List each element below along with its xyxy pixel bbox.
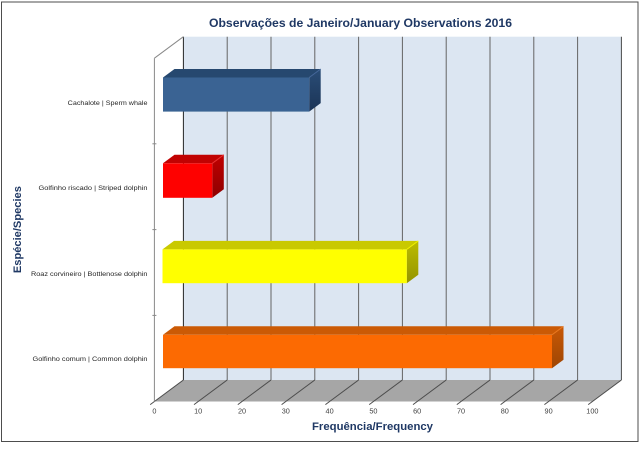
svg-text:Frequência/Frequency: Frequência/Frequency [312,421,434,433]
svg-text:Espécie/Species: Espécie/Species [12,186,24,273]
svg-text:80: 80 [501,407,509,416]
svg-text:30: 30 [282,407,290,416]
svg-text:60: 60 [413,407,421,416]
svg-text:Cachalote | Sperm whale: Cachalote | Sperm whale [68,100,148,107]
svg-text:40: 40 [326,407,334,416]
svg-text:10: 10 [194,407,202,416]
svg-text:Roaz corvineiro | Bottlenose: Roaz corvineiro | Bottlenose dolphin [31,271,148,278]
svg-text:Golfinho riscado | Striped d: Golfinho riscado | Striped dolphin [39,185,148,192]
svg-text:0: 0 [152,407,156,416]
svg-text:70: 70 [457,407,465,416]
svg-text:100: 100 [586,407,598,416]
svg-text:Golfinho comum | Common dolp: Golfinho comum | Common dolphin [33,356,148,363]
svg-text:Observações de Janeiro/January: Observações de Janeiro/January Observati… [209,16,512,30]
svg-text:50: 50 [369,407,377,416]
svg-text:20: 20 [238,407,246,416]
svg-text:90: 90 [545,407,553,416]
